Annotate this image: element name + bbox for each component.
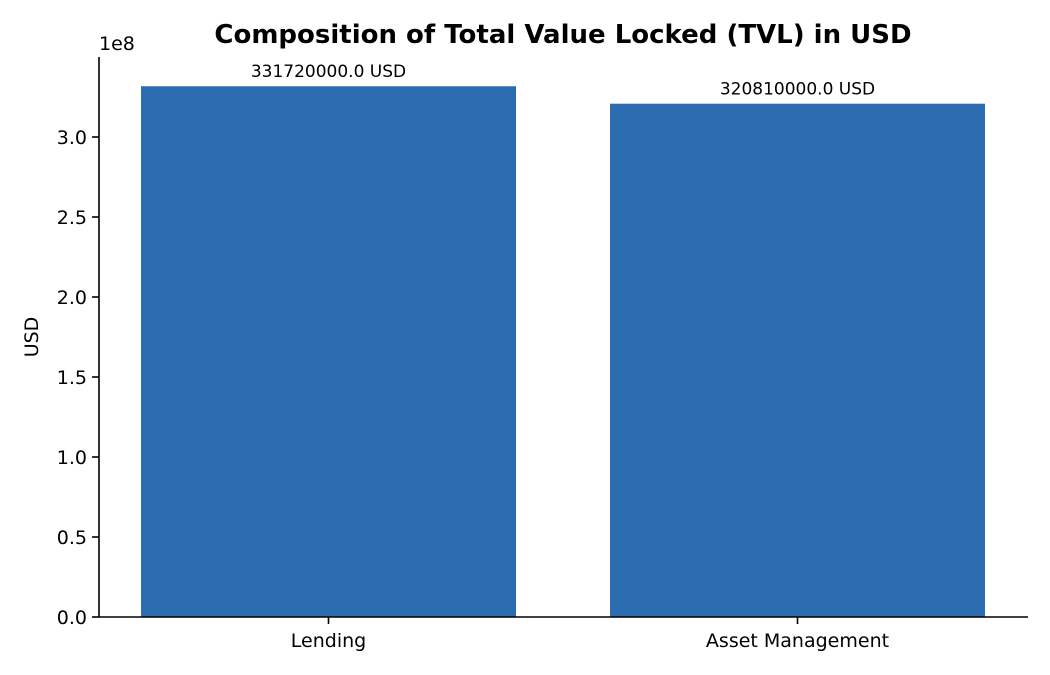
y-axis-offset-label: 1e8: [99, 33, 135, 55]
y-axis-label: USD: [21, 317, 43, 358]
x-axis-ticks: Lending Asset Management: [291, 617, 889, 652]
y-tick-label: 1.0: [57, 447, 87, 469]
y-tick-label: 0.5: [57, 527, 87, 549]
bar-asset-management: [610, 103, 985, 618]
bars-layer: [141, 86, 985, 618]
y-tick-label: 2.5: [57, 207, 87, 229]
y-axis-ticks: 0.0 0.5 1.0 1.5 2.0 2.5 3.0: [57, 127, 99, 629]
data-labels-layer: 331720000.0 USD 320810000.0 USD: [251, 62, 875, 99]
chart-title: Composition of Total Value Locked (TVL) …: [214, 20, 911, 50]
data-label: 331720000.0 USD: [251, 62, 406, 82]
y-tick-label: 2.0: [57, 287, 87, 309]
y-tick-label: 3.0: [57, 127, 87, 149]
x-tick-label: Asset Management: [706, 630, 889, 652]
data-label: 320810000.0 USD: [720, 80, 875, 100]
y-tick-label: 0.0: [57, 607, 87, 629]
bar-lending: [141, 86, 516, 618]
x-tick-label: Lending: [291, 630, 366, 652]
y-tick-label: 1.5: [57, 367, 87, 389]
